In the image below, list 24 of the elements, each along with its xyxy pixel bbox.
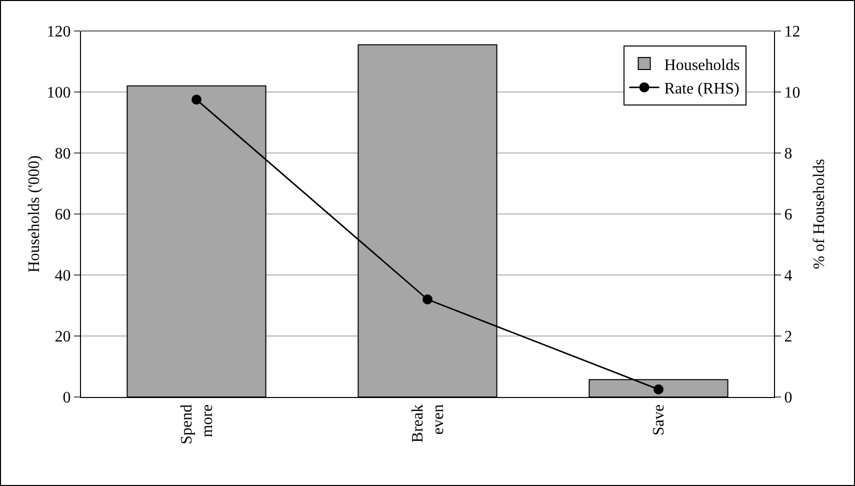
point xyxy=(422,294,432,304)
y2-tick-label: 10 xyxy=(784,84,800,102)
y-axis-title: Households ('000) xyxy=(26,155,43,273)
y-tick-label: 0 xyxy=(62,390,71,407)
y-tick-label: 20 xyxy=(54,328,71,346)
y2-tick-label: 12 xyxy=(784,24,800,41)
y2-tick-label: 2 xyxy=(784,328,792,346)
y-tick-label: 40 xyxy=(54,268,71,285)
legend-label: Rate (RHS) xyxy=(664,80,740,98)
point xyxy=(654,384,664,394)
y2-axis-title: % of Households xyxy=(811,158,828,270)
x-tick-label: Spend more xyxy=(178,404,216,444)
y-tick-label: 120 xyxy=(46,24,71,41)
point xyxy=(192,94,202,105)
y-tick-label: 80 xyxy=(54,146,71,163)
y2-tick-label: 8 xyxy=(784,146,792,163)
y-tick-label: 100 xyxy=(46,84,71,102)
x-tick-label: Break even xyxy=(409,404,448,443)
x-tick-label: Save xyxy=(650,404,668,436)
y2-tick-label: 6 xyxy=(784,206,792,224)
y2-tick-label: 4 xyxy=(784,268,792,285)
y-tick-label: 60 xyxy=(54,206,71,224)
y2-tick-label: 0 xyxy=(784,390,792,407)
legend-label: Households xyxy=(664,56,740,74)
